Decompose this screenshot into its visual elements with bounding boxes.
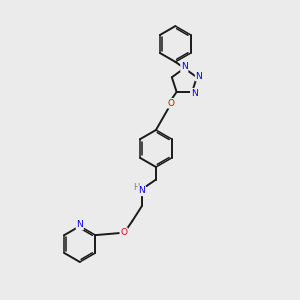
Text: N: N [191, 88, 197, 98]
Text: N: N [196, 72, 202, 81]
Text: O: O [168, 99, 175, 108]
Text: O: O [120, 228, 127, 237]
Text: N: N [181, 62, 188, 71]
Text: N: N [138, 186, 145, 195]
Text: N: N [76, 220, 83, 230]
Text: H: H [134, 183, 140, 192]
